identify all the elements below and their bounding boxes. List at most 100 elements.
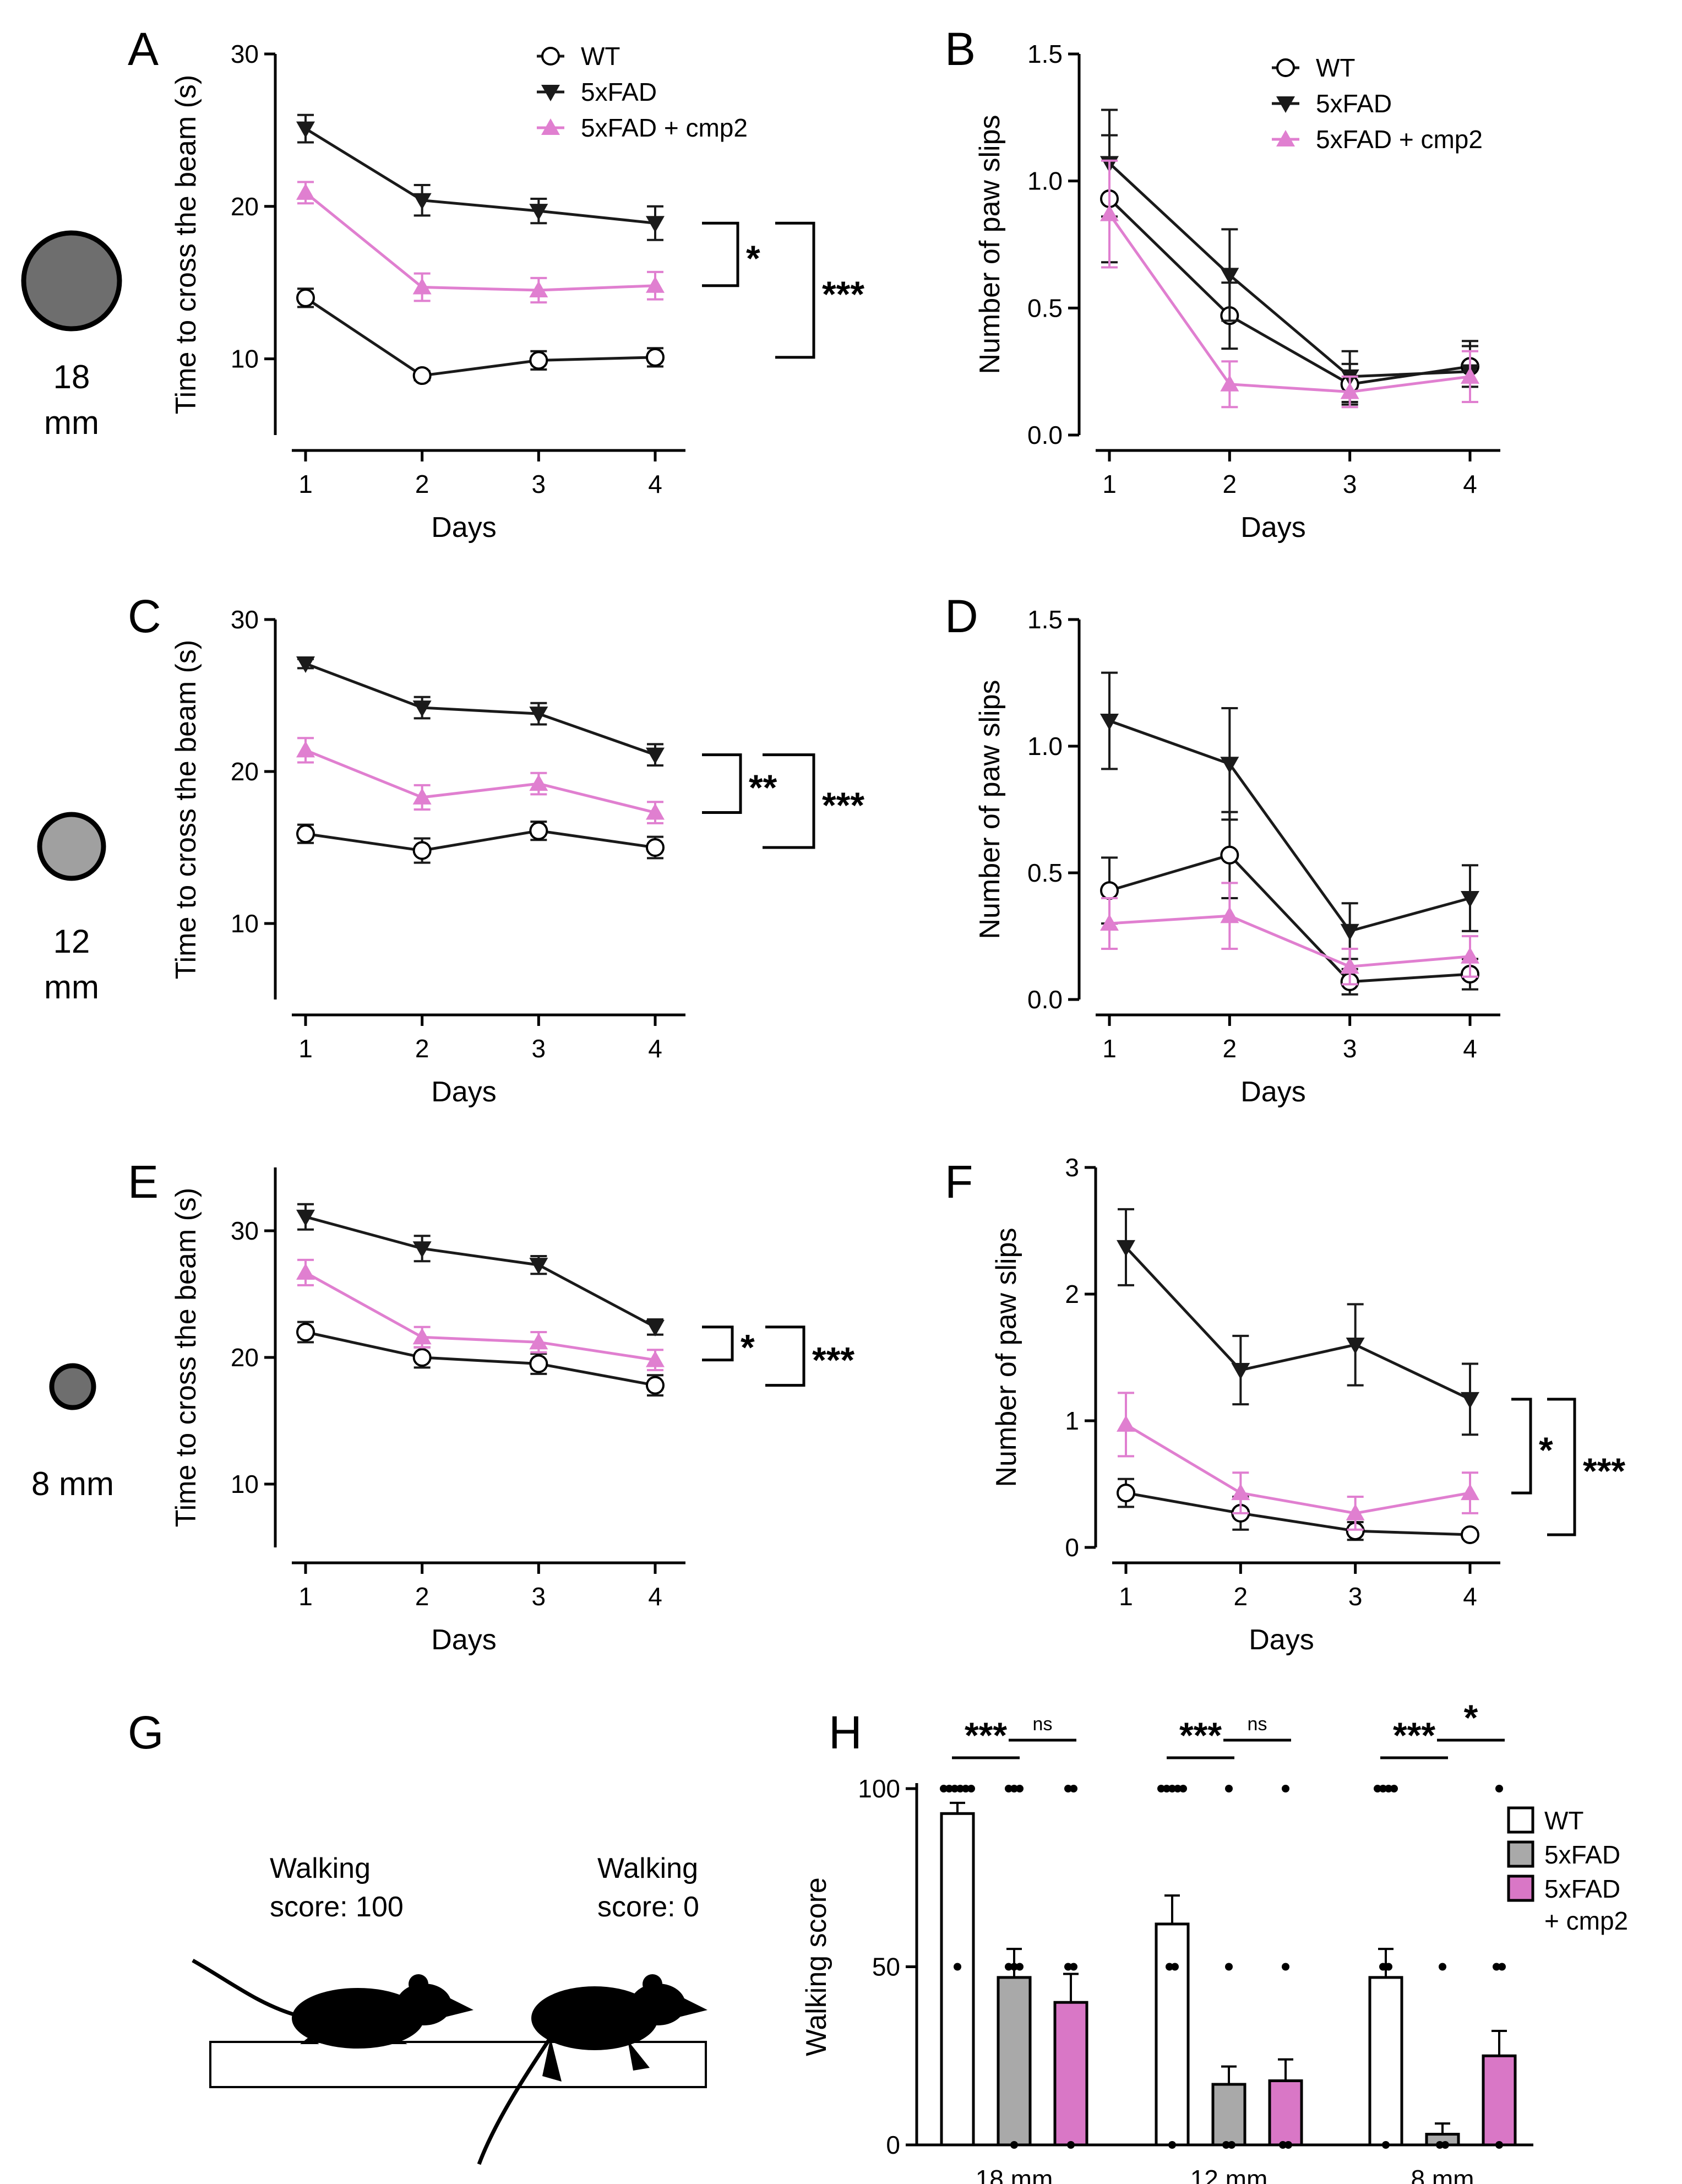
- data-point-5xfad: [1340, 923, 1359, 941]
- data-point-5xfad-cmp2: [296, 741, 315, 758]
- walking-score-0-label: score: 0: [597, 1891, 699, 1923]
- y-axis-label: Time to cross the beam (s): [170, 75, 202, 414]
- data-point-5xfad-cmp2: [1461, 947, 1479, 964]
- x-tick-label: 2: [415, 1582, 429, 1611]
- significance-label: ns: [1033, 1714, 1053, 1735]
- data-point-5xfad: [646, 216, 665, 233]
- panel-letter: F: [945, 1156, 973, 1208]
- data-point-individual: [1070, 1963, 1077, 1971]
- beam-size-label: 8 mm: [31, 1465, 114, 1502]
- data-point-wt: [529, 1354, 548, 1373]
- data-point-individual: [1495, 1785, 1503, 1792]
- data-point-individual: [1228, 2141, 1235, 2149]
- data-point-individual: [1436, 2141, 1444, 2149]
- beam-indicator-18mm: 18 mm: [21, 230, 122, 441]
- data-point-individual: [1382, 2141, 1390, 2149]
- legend-marker-wt: [1276, 58, 1295, 77]
- data-point-5xfad-cmp2: [1220, 374, 1239, 392]
- legend-swatch-5xfad-cmp2: [1507, 1875, 1534, 1902]
- data-point-5xfad-cmp2: [646, 803, 665, 820]
- data-point-individual: [1067, 2141, 1075, 2149]
- data-point-wt: [412, 366, 432, 385]
- data-point-5xfad-cmp2: [529, 774, 548, 791]
- panel-d-chart: D 0.0 0.5 1.0 1.5 1 2 3 4 Days Number of paw slip…: [945, 590, 1500, 1108]
- data-point-individual: [954, 1963, 961, 1971]
- data-point-5xfad-cmp2: [1231, 1484, 1250, 1501]
- data-point-wt: [529, 821, 548, 840]
- data-point-5xfad: [1100, 714, 1119, 730]
- data-point-individual: [1179, 1785, 1187, 1792]
- panel-b-chart: B 0.0 0.5 1.0 1.5 1 2 3 4 Days Number of paw slip…: [945, 23, 1500, 544]
- data-point-5xfad-cmp2: [412, 278, 432, 295]
- data-point-wt: [1220, 845, 1239, 865]
- data-point-individual: [1010, 2141, 1018, 2149]
- bar-5xfad: [1211, 2083, 1246, 2147]
- bar-error-bar: [1063, 1973, 1079, 2003]
- beam-size-unit: mm: [44, 969, 99, 1006]
- beam-indicator-12mm: 12 mm: [37, 812, 106, 1006]
- data-point-individual: [967, 1785, 975, 1792]
- data-point-individual: [1166, 1963, 1173, 1971]
- data-point-wt: [296, 824, 315, 844]
- panel-letter: D: [945, 590, 978, 642]
- x-tick-label: 2: [1234, 1582, 1248, 1611]
- significance-label: *: [1464, 1697, 1478, 1738]
- data-point-individual: [1070, 1785, 1077, 1792]
- bar-wt: [1368, 1976, 1403, 2147]
- legend-marker-5xfad: [541, 85, 560, 101]
- data-point-wt: [646, 1376, 665, 1395]
- y-tick-label: 30: [231, 1216, 259, 1245]
- bar-error-bar: [1278, 2058, 1293, 2081]
- panel-letter: C: [128, 590, 161, 642]
- bar-5xfad-cmp2: [1482, 2054, 1517, 2147]
- data-point-5xfad: [412, 193, 432, 210]
- significance-bracket-inner: [702, 221, 739, 287]
- data-point-wt: [412, 1348, 432, 1367]
- data-point-individual: [945, 1785, 953, 1792]
- legend-label: WT: [1316, 53, 1356, 82]
- x-tick-label: 3: [532, 470, 546, 498]
- category-label: 18 mm: [976, 2165, 1053, 2184]
- data-point-individual: [1064, 1963, 1072, 1971]
- data-point-5xfad-cmp2: [529, 1333, 548, 1350]
- data-point-5xfad: [1220, 268, 1239, 285]
- mouse-slipping-icon: [477, 1974, 707, 2165]
- data-point-individual: [1390, 1785, 1398, 1792]
- significance-label: *: [1539, 1430, 1553, 1470]
- series-line-wt: [305, 829, 656, 852]
- significance-bracket-inner: [702, 1325, 734, 1362]
- data-point-individual: [1493, 1963, 1500, 1971]
- data-point-5xfad: [412, 1241, 432, 1258]
- data-point-individual: [1385, 1963, 1392, 1971]
- y-tick-label: 1.0: [1027, 167, 1063, 195]
- data-point-5xfad: [1346, 1338, 1365, 1354]
- series-line-5xfad-cmp2: [305, 749, 656, 814]
- legend-label: WT: [1544, 1806, 1584, 1835]
- data-point-5xfad-cmp2: [1340, 957, 1359, 974]
- panel-letter: G: [128, 1707, 164, 1758]
- data-point-5xfad: [1461, 891, 1479, 908]
- x-tick-label: 3: [1348, 1582, 1363, 1611]
- y-tick-label: 50: [872, 1953, 900, 1981]
- data-point-wt: [1461, 1525, 1479, 1544]
- y-tick-label: 30: [231, 40, 259, 68]
- bar-wt: [940, 1812, 975, 2147]
- series-line-wt: [304, 296, 656, 377]
- significance-label: ***: [822, 785, 864, 825]
- data-point-individual: [1005, 1963, 1013, 1971]
- data-point-5xfad-cmp2: [412, 787, 432, 805]
- bar-wt: [1155, 1922, 1190, 2147]
- y-tick-label: 0.5: [1027, 859, 1063, 887]
- x-tick-label: 4: [1463, 1582, 1477, 1611]
- y-tick-label: 3: [1065, 1153, 1079, 1182]
- bar-error-bar: [1164, 1894, 1180, 1924]
- data-point-5xfad: [296, 121, 315, 138]
- beam-size-label: 18: [53, 358, 90, 395]
- bar-error-bar: [1221, 2065, 1237, 2085]
- series-line-5xfad-cmp2: [1109, 914, 1471, 968]
- data-point-wt: [1117, 1484, 1135, 1503]
- legend-label: 5xFAD: [581, 78, 657, 106]
- beam-circle-8mm: [49, 1363, 96, 1410]
- data-point-individual: [1016, 1963, 1024, 1971]
